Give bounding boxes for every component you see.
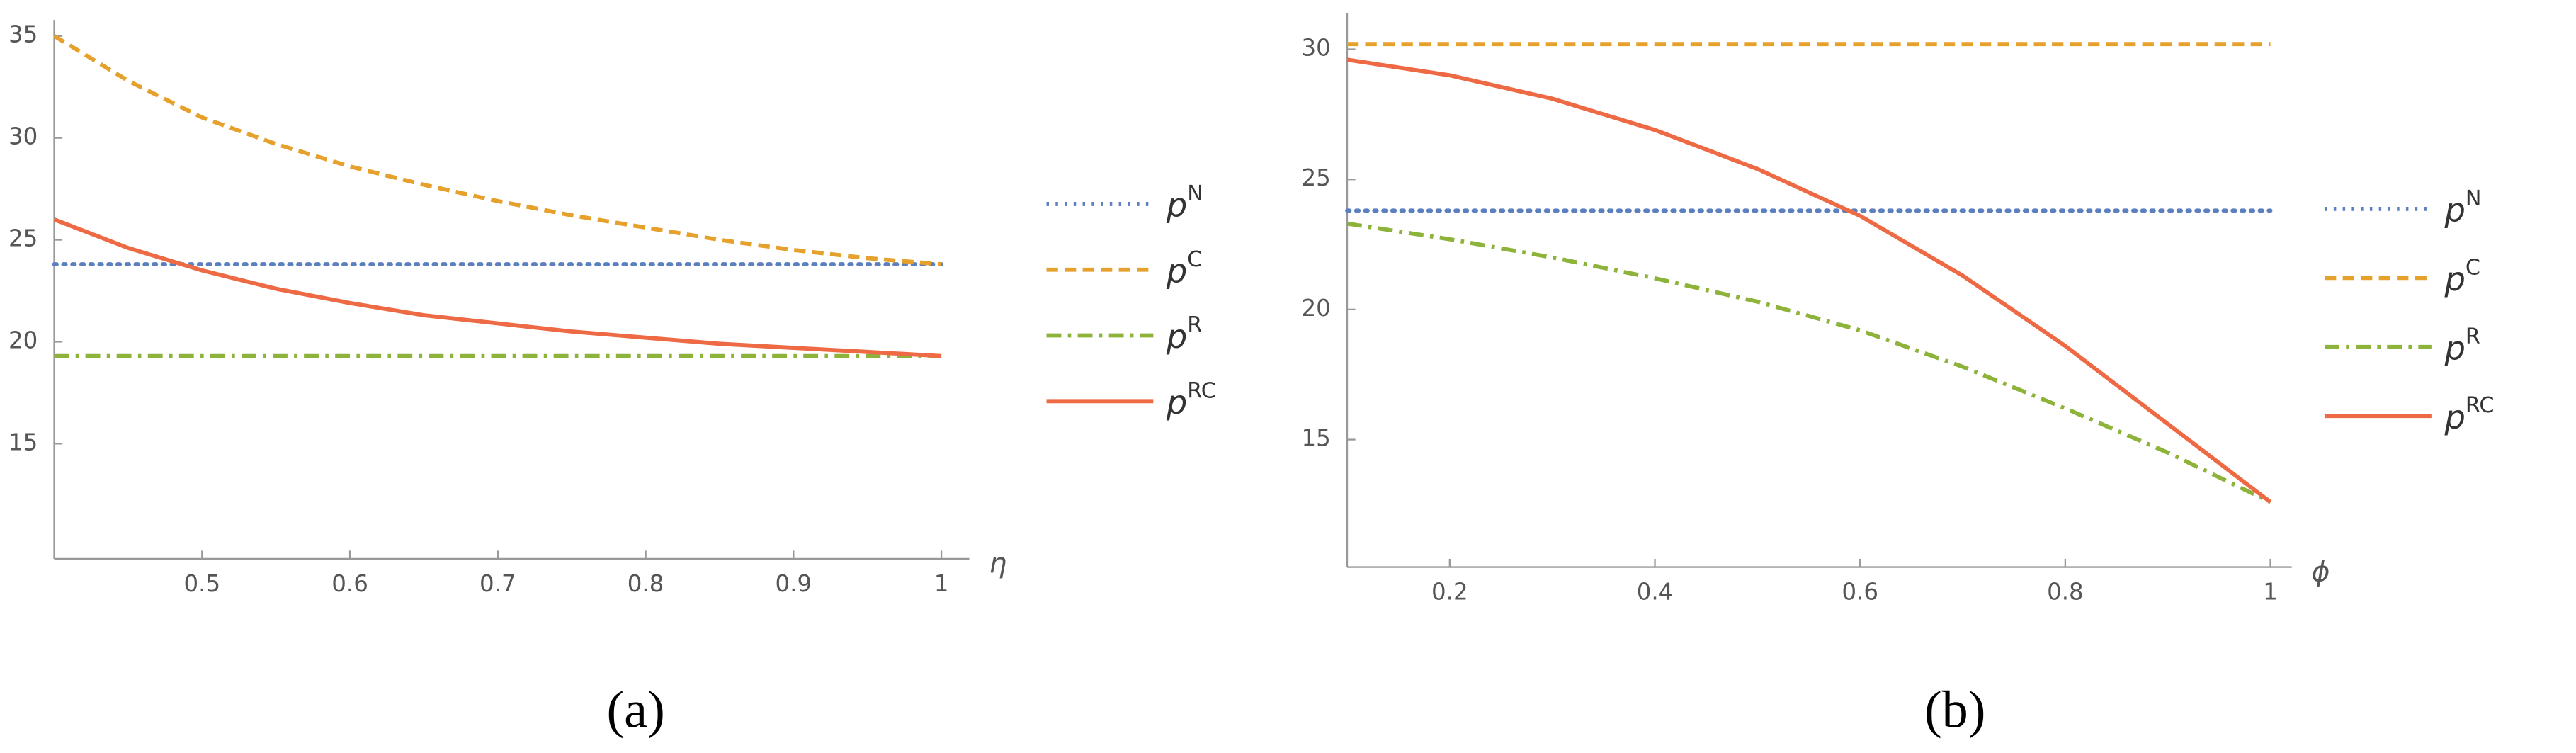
y-tick-label: 15	[1301, 425, 1330, 452]
x-tick-label: 0.8	[2047, 579, 2084, 606]
x-axis-label: η	[989, 548, 1006, 580]
x-tick-label: 0.9	[776, 570, 812, 597]
legend-label: pN	[2444, 186, 2481, 229]
x-tick-label: 0.5	[183, 570, 220, 597]
x-tick-label: 0.7	[480, 570, 516, 597]
series-line	[1346, 221, 2271, 504]
legend-name: p	[1166, 251, 1187, 290]
x-tick-label: 0.6	[1842, 579, 1878, 606]
x-tick-label: 1	[934, 570, 949, 597]
legend-label: pR	[1166, 312, 1202, 356]
y-tick-label: 25	[8, 225, 38, 252]
legend-name: p	[1166, 383, 1187, 421]
legend-name: p	[2444, 259, 2465, 298]
legend-name: p	[1166, 317, 1187, 356]
y-tick-label: 20	[1301, 295, 1330, 322]
legend-superscript: N	[1187, 181, 1203, 206]
legend-superscript: R	[1187, 312, 1202, 337]
series-line	[53, 34, 942, 266]
x-tick-label: 0.2	[1431, 579, 1468, 606]
y-tick-label: 35	[8, 21, 38, 48]
legend-label: pRC	[1166, 378, 1216, 421]
x-tick-label: 0.8	[628, 570, 664, 597]
legend-name: p	[2444, 397, 2465, 436]
caption: (a)	[606, 681, 664, 739]
legend-name: p	[1166, 186, 1187, 224]
legend-superscript: R	[2466, 324, 2480, 349]
legend-name: p	[2444, 191, 2465, 229]
y-tick-label: 25	[1301, 164, 1330, 191]
legend-name: p	[2444, 329, 2465, 367]
x-tick-label: 1	[2263, 579, 2278, 606]
legend-label: pR	[2444, 324, 2480, 367]
x-tick-label: 0.6	[331, 570, 368, 597]
legend-label: pC	[1166, 247, 1202, 290]
legend-superscript: RC	[2466, 393, 2495, 418]
legend-label: pRC	[2444, 393, 2494, 436]
caption: (b)	[1924, 681, 1986, 739]
legend-superscript: C	[1187, 247, 1202, 271]
y-tick-label: 15	[8, 429, 38, 455]
y-tick-label: 30	[1301, 35, 1330, 62]
x-axis-label: ϕ	[2312, 555, 2330, 588]
legend-label: pN	[1166, 181, 1203, 225]
y-tick-label: 20	[8, 327, 38, 353]
legend-label: pC	[2444, 255, 2480, 298]
legend-superscript: RC	[1187, 378, 1216, 403]
y-tick-label: 30	[8, 123, 38, 150]
series-line	[1346, 57, 2272, 504]
x-tick-label: 0.4	[1637, 579, 1674, 606]
legend-superscript: C	[2466, 255, 2480, 280]
legend-superscript: N	[2466, 186, 2482, 210]
series-line	[53, 217, 942, 358]
